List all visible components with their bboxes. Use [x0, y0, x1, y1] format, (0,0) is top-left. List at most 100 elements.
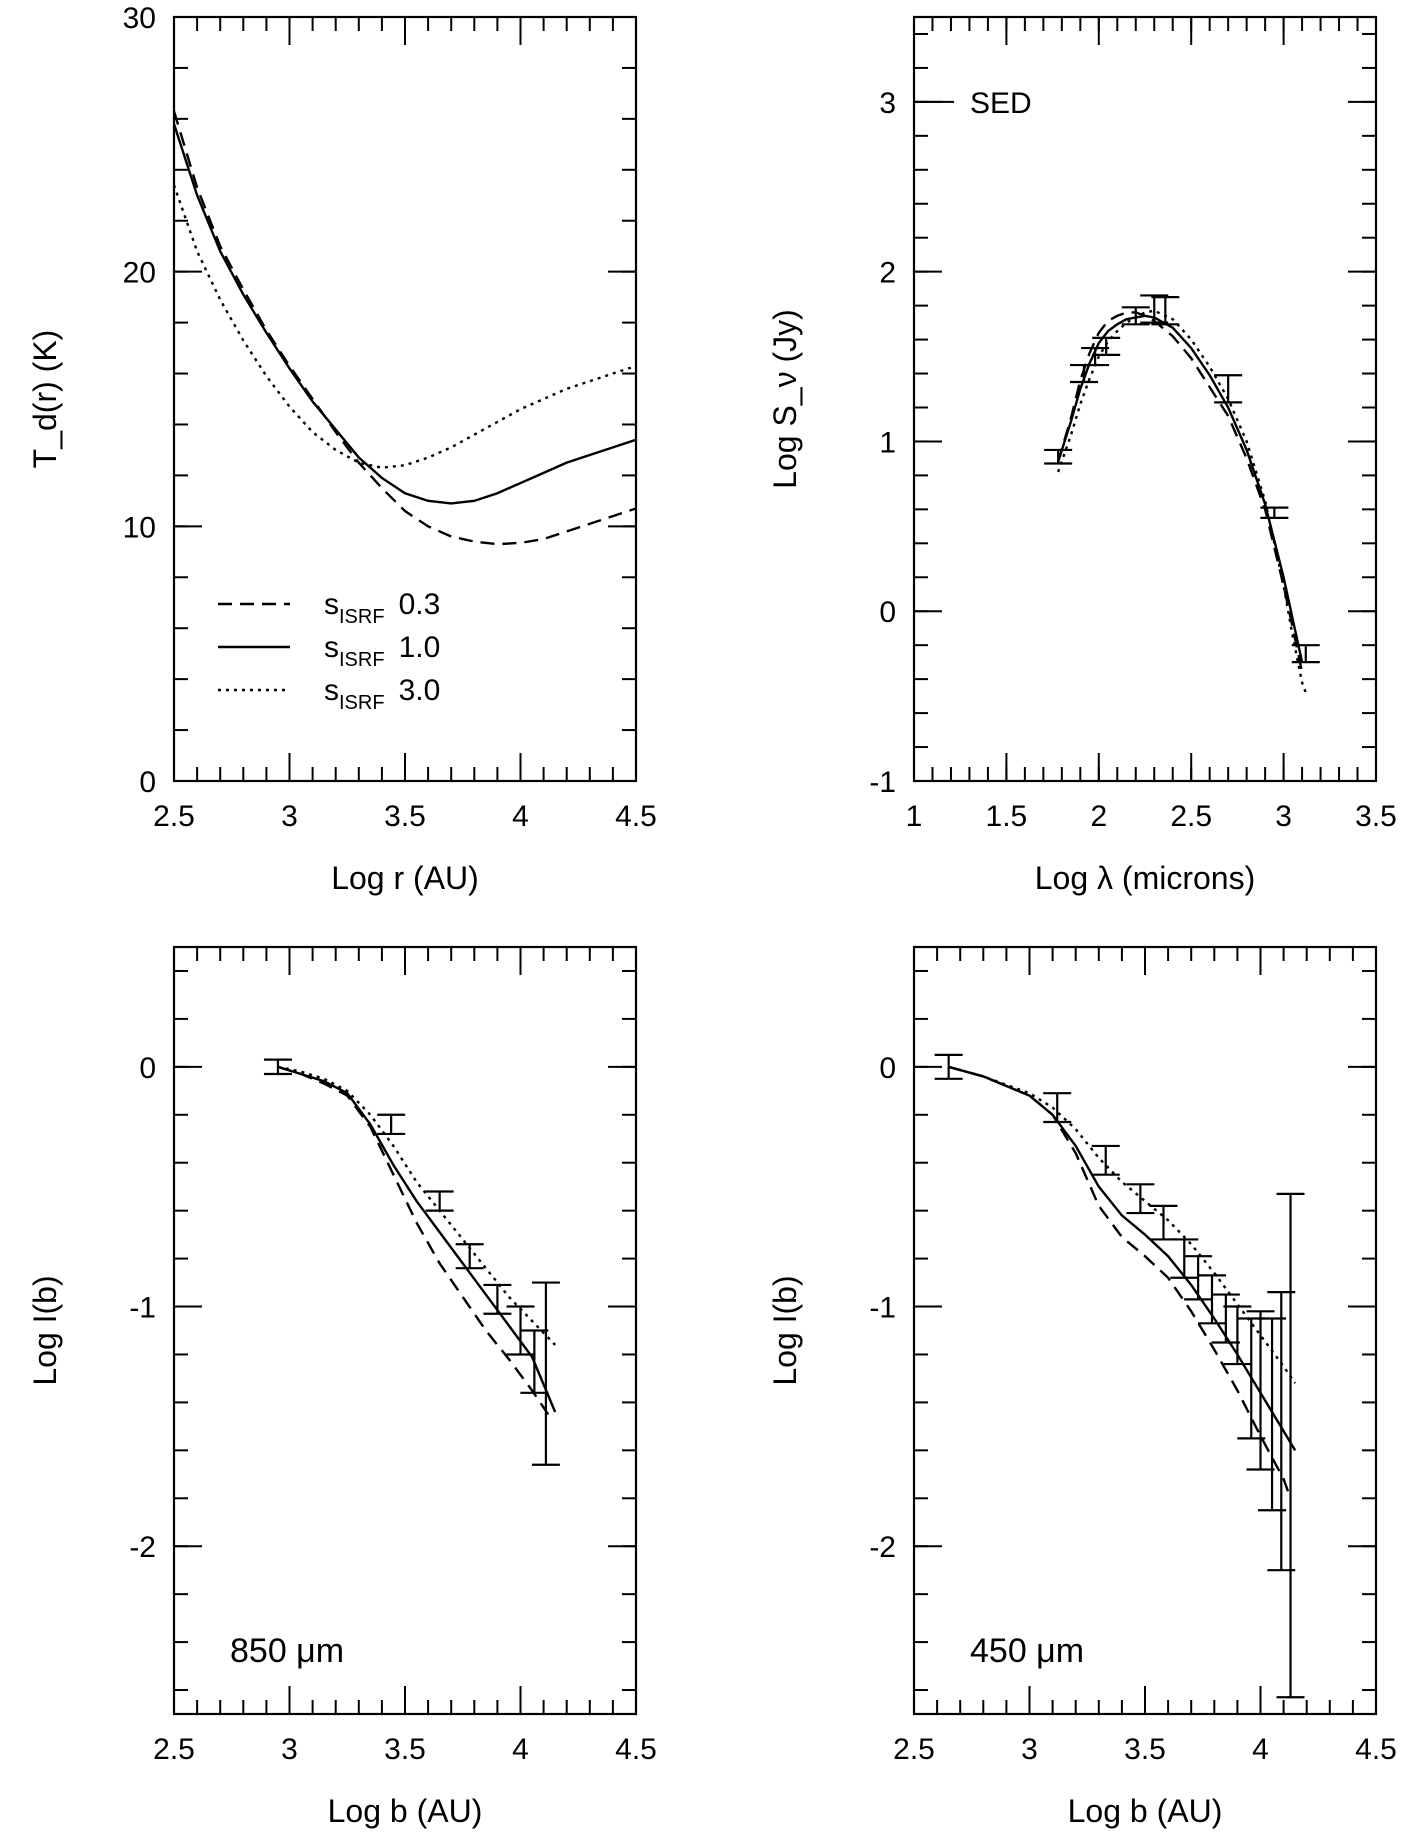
error-bar: [1081, 346, 1110, 367]
x-tick-label: 2.5: [153, 800, 195, 833]
x-tick-label: 4.5: [1355, 1733, 1397, 1766]
error-bar: [483, 1283, 512, 1315]
legend-value: 1.0: [399, 631, 441, 664]
x-axis-label: Log λ (microns): [1035, 860, 1256, 896]
legend-subscript: ISRF: [339, 606, 385, 628]
legend-subscript: ISRF: [339, 692, 385, 714]
x-tick-label: 3.5: [384, 800, 426, 833]
x-tick-label: 3: [281, 1733, 298, 1766]
legend-label: sISRF 1.0: [324, 631, 440, 671]
error-bar: [377, 1113, 406, 1136]
error-bar: [1170, 1238, 1199, 1279]
sed-panel: 1 1.5 2 2.5 3 3.5 -1 0 1 2 3 Log λ (microns) Log S_ν…: [767, 15, 1397, 896]
error-bar: [1121, 306, 1150, 326]
x-tick-label: 4: [512, 1733, 529, 1766]
x-tick-label: 2.5: [1170, 800, 1212, 833]
wavelength-label: 450 μm: [970, 1632, 1084, 1670]
error-bar: [1197, 1274, 1226, 1325]
error-bar: [1246, 1310, 1275, 1471]
plot-frame: [172, 945, 638, 1716]
x-tick-label: 4: [512, 800, 529, 833]
series-line-solid: [1056, 314, 1304, 663]
x-tick-label: 2: [1090, 800, 1107, 833]
error-bar: [1070, 363, 1099, 384]
y-tick-label: 1: [879, 426, 896, 459]
error-bar: [934, 1053, 963, 1080]
error-bar: [520, 1329, 549, 1394]
series-line-dotted: [1057, 309, 1307, 694]
error-bar: [1276, 1192, 1305, 1699]
y-tick-label: 30: [123, 2, 156, 35]
y-tick-label: 0: [139, 1052, 156, 1085]
error-bar: [1214, 374, 1243, 404]
x-tick-label: 2.5: [153, 1733, 195, 1766]
x-tick-label: 3.5: [1355, 800, 1397, 833]
error-bar: [425, 1190, 454, 1212]
error-bar: [263, 1058, 292, 1076]
y-axis-label: Log S_ν (Jy): [767, 309, 803, 489]
panel-title: SED: [970, 87, 1032, 120]
x-tick-label: 2.5: [893, 1733, 935, 1766]
error-bar: [1151, 296, 1180, 326]
profile-450-panel: 2.5 3 3.5 4 4.5 -2 -1 0 Log b (AU) Log I(b) 450 μm: [767, 945, 1397, 1829]
y-tick-label: 10: [123, 511, 156, 544]
y-tick-label: -2: [869, 1531, 896, 1564]
x-tick-label: 3: [1021, 1733, 1038, 1766]
plot-frame: [172, 15, 638, 783]
error-bar: [1043, 1092, 1072, 1124]
y-tick-label: -1: [869, 1292, 896, 1325]
x-tick-label: 1: [906, 800, 923, 833]
legend-label: sISRF 0.3: [324, 588, 440, 628]
legend-label: sISRF 3.0: [324, 674, 440, 714]
x-tick-label: 4.5: [615, 1733, 657, 1766]
y-tick-label: 20: [123, 257, 156, 290]
x-tick-label: 1.5: [986, 800, 1028, 833]
x-tick-label: 4: [1252, 1733, 1269, 1766]
x-tick-label: 3: [281, 800, 298, 833]
error-bar: [1126, 1183, 1155, 1215]
error-bar: [1291, 644, 1320, 664]
x-tick-label: 3.5: [1124, 1733, 1166, 1766]
series-line-dotted: [277, 1065, 557, 1346]
y-tick-label: 0: [879, 596, 896, 629]
legend-value: 3.0: [399, 674, 441, 707]
error-bar: [531, 1281, 560, 1466]
error-bar: [1092, 336, 1121, 356]
y-tick-label: 3: [879, 87, 896, 120]
wavelength-label: 850 μm: [230, 1632, 344, 1670]
profile-850-panel: 2.5 3 3.5 4 4.5 -2 -1 0 Log b (AU) Log I(b) 850 μm: [27, 945, 657, 1829]
error-bar: [455, 1243, 484, 1270]
legend-subscript: ISRF: [339, 649, 385, 671]
plot-frame: [912, 945, 1378, 1716]
y-tick-label: -1: [869, 766, 896, 799]
legend-value: 0.3: [399, 588, 441, 621]
x-axis-label: Log r (AU): [331, 860, 479, 896]
error-bar: [1044, 448, 1073, 465]
series-line-dashed: [277, 1065, 550, 1416]
x-tick-label: 4.5: [615, 800, 657, 833]
x-axis-label: Log b (AU): [328, 1793, 483, 1829]
series-line-solid: [948, 1065, 1297, 1451]
y-tick-label: 2: [879, 257, 896, 290]
y-tick-label: 0: [879, 1052, 896, 1085]
x-tick-label: 3: [1275, 800, 1292, 833]
series-line-solid: [172, 123, 637, 505]
y-tick-label: -1: [129, 1292, 156, 1325]
series-line-dashed: [948, 1065, 1292, 1499]
series-line-dotted: [172, 184, 637, 469]
error-bar: [1260, 506, 1289, 519]
series-line-dashed: [1056, 311, 1304, 673]
y-tick-label: -2: [129, 1531, 156, 1564]
error-bar: [1140, 294, 1169, 324]
error-bar: [1223, 1305, 1252, 1366]
y-tick-label: 0: [139, 766, 156, 799]
y-axis-label: T_d(r) (K): [27, 330, 63, 469]
error-bar: [1149, 1204, 1178, 1241]
error-bar: [1184, 1255, 1213, 1301]
x-axis-label: Log b (AU): [1068, 1793, 1223, 1829]
series-line-dotted: [948, 1065, 1297, 1384]
error-bar: [1211, 1293, 1240, 1344]
x-tick-label: 3.5: [384, 1733, 426, 1766]
